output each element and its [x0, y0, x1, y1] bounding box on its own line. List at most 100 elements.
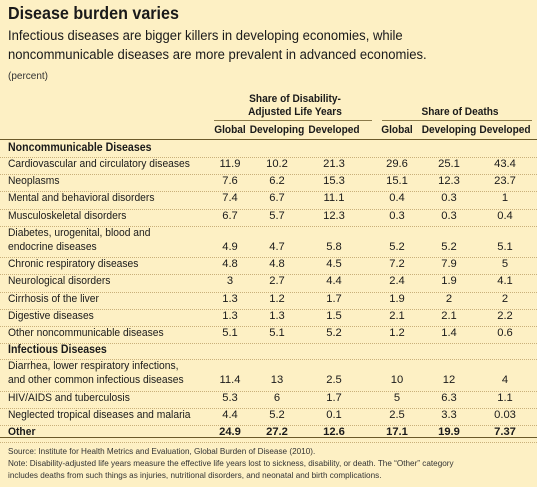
- cell-value: 0.3: [441, 192, 457, 205]
- note-line: Note: Disability-adjusted life years mea…: [8, 458, 454, 468]
- cell-value: 0.4: [389, 192, 405, 205]
- bottom-rule: [0, 437, 537, 438]
- group-header-line: Adjusted Life Years: [248, 105, 342, 118]
- cell-value: 13: [270, 374, 284, 387]
- row-divider: [0, 208, 537, 210]
- column-header: Developed: [308, 124, 360, 136]
- cell-value: 0.4: [497, 209, 513, 222]
- cell-value: 27.2: [266, 426, 288, 438]
- cell-value: 6.7: [269, 192, 285, 205]
- row-divider: [0, 390, 537, 392]
- row-divider: [0, 257, 537, 259]
- cell-value: 15.1: [386, 175, 408, 188]
- cell-value: 0.3: [441, 209, 457, 222]
- header-rule: [0, 139, 537, 140]
- column-header: Developing: [249, 124, 305, 136]
- unit-label: (percent): [8, 71, 49, 82]
- cell-value: 3.3: [441, 408, 457, 421]
- cell-value: 10.2: [266, 158, 288, 170]
- table-row: Chronic respiratory diseases 4.8 4.8 4.5 7.2…: [0, 257, 537, 274]
- cell-value: 4.7: [269, 240, 285, 253]
- row-label: HIV/AIDS and tuberculosis: [8, 391, 130, 404]
- cell-value: 5.2: [389, 240, 405, 253]
- table-row: Cardiovascular and circulatory diseases 1…: [0, 157, 537, 174]
- cell-value: 24.9: [219, 426, 241, 438]
- cell-value: 12: [442, 374, 456, 387]
- cell-value: 29.6: [386, 158, 408, 170]
- cell-value: 2.5: [326, 374, 342, 387]
- column-header: Global: [381, 124, 413, 136]
- row-label: Mental and behavioral disorders: [8, 192, 155, 205]
- section-header: Noncommunicable Diseases: [8, 142, 152, 154]
- cell-value: 2: [445, 292, 453, 305]
- cell-value: 2.4: [389, 275, 405, 288]
- row-divider: [0, 291, 537, 293]
- cell-value: 2.7: [269, 275, 285, 288]
- cell-value: 2.1: [389, 309, 405, 322]
- cell-value: 43.4: [494, 158, 516, 170]
- cell-value: 2.5: [389, 408, 405, 421]
- cell-value: 25.1: [438, 158, 460, 170]
- cell-value: 6: [273, 391, 281, 404]
- cell-value: 1.1: [497, 391, 513, 404]
- cell-value: 1.4: [441, 327, 457, 339]
- cell-value: 5: [501, 258, 509, 271]
- row-label: Other: [8, 426, 36, 438]
- row-divider: [0, 225, 537, 227]
- table-row: Cirrhosis of the liver 1.3 1.2 1.7 1.9 2 2: [0, 292, 537, 309]
- cell-value: 5.1: [497, 240, 513, 253]
- row-label: Neoplasms: [8, 175, 60, 188]
- cell-value: 2.2: [497, 309, 513, 322]
- table-row: Neurological disorders 3 2.7 4.4 2.4 1.9 4.1: [0, 274, 537, 291]
- subtitle-line: noncommunicable diseases are more preval…: [8, 47, 427, 63]
- cell-value: 5.2: [326, 327, 342, 339]
- cell-value: 2: [501, 292, 509, 305]
- row-label: Other noncommunicable diseases: [8, 327, 164, 339]
- row-divider: [0, 326, 537, 327]
- cell-value: 5.1: [269, 327, 285, 339]
- row-label: Cirrhosis of the liver: [8, 292, 99, 305]
- row-divider: [0, 442, 537, 444]
- cell-value: 1.9: [389, 292, 405, 305]
- cell-value: 4.4: [222, 408, 238, 421]
- chart-title: Disease burden varies: [8, 3, 179, 23]
- cell-value: 5.8: [326, 240, 342, 253]
- cell-value: 4.5: [326, 258, 342, 271]
- cell-value: 0.1: [326, 408, 342, 421]
- row-label: Digestive diseases: [8, 309, 94, 322]
- row-divider: [0, 174, 537, 176]
- cell-value: 1.3: [222, 309, 238, 322]
- row-label: Neurological disorders: [8, 275, 111, 288]
- cell-value: 4.4: [326, 275, 342, 288]
- footer: Source: Institute for Health Metrics and…: [8, 445, 533, 481]
- column-header: Developing: [421, 124, 477, 136]
- chart-subtitle: Infectious diseases are bigger killers i…: [8, 27, 491, 65]
- row-divider: [0, 308, 537, 310]
- subtitle-line: Infectious diseases are bigger killers i…: [8, 28, 403, 44]
- cell-value: 1.3: [222, 292, 238, 305]
- table-row: Other noncommunicable diseases 5.1 5.1 5.2 1…: [0, 326, 537, 343]
- cell-value: 0.3: [389, 209, 405, 222]
- cell-value: 1.7: [326, 292, 342, 305]
- row-divider: [0, 359, 537, 361]
- cell-value: 1.2: [389, 327, 405, 339]
- column-header: Developed: [479, 124, 531, 136]
- table-row: Mental and behavioral disorders 7.4 6.7 11.…: [0, 191, 537, 208]
- table-row: Diarrhea, lower respiratory infections, a…: [0, 359, 537, 390]
- table-row: HIV/AIDS and tuberculosis 5.3 6 1.7 5 6.3 1.1: [0, 391, 537, 408]
- cell-value: 15.3: [323, 175, 345, 188]
- cell-value: 1.3: [269, 309, 285, 322]
- cell-value: 1.2: [269, 292, 285, 305]
- group-rule: [382, 120, 532, 121]
- group-rule: [214, 120, 372, 121]
- cell-value: 0.6: [497, 327, 513, 339]
- row-divider: [0, 191, 537, 193]
- cell-value: 2.1: [441, 309, 457, 322]
- cell-value: 11.9: [219, 158, 241, 170]
- cell-value: 21.3: [323, 158, 345, 170]
- row-divider: [0, 343, 537, 345]
- row-divider: [0, 425, 537, 426]
- source-note: Source: Institute for Health Metrics and…: [8, 446, 316, 456]
- cell-value: 4: [501, 374, 509, 387]
- cell-value: 17.1: [386, 426, 408, 438]
